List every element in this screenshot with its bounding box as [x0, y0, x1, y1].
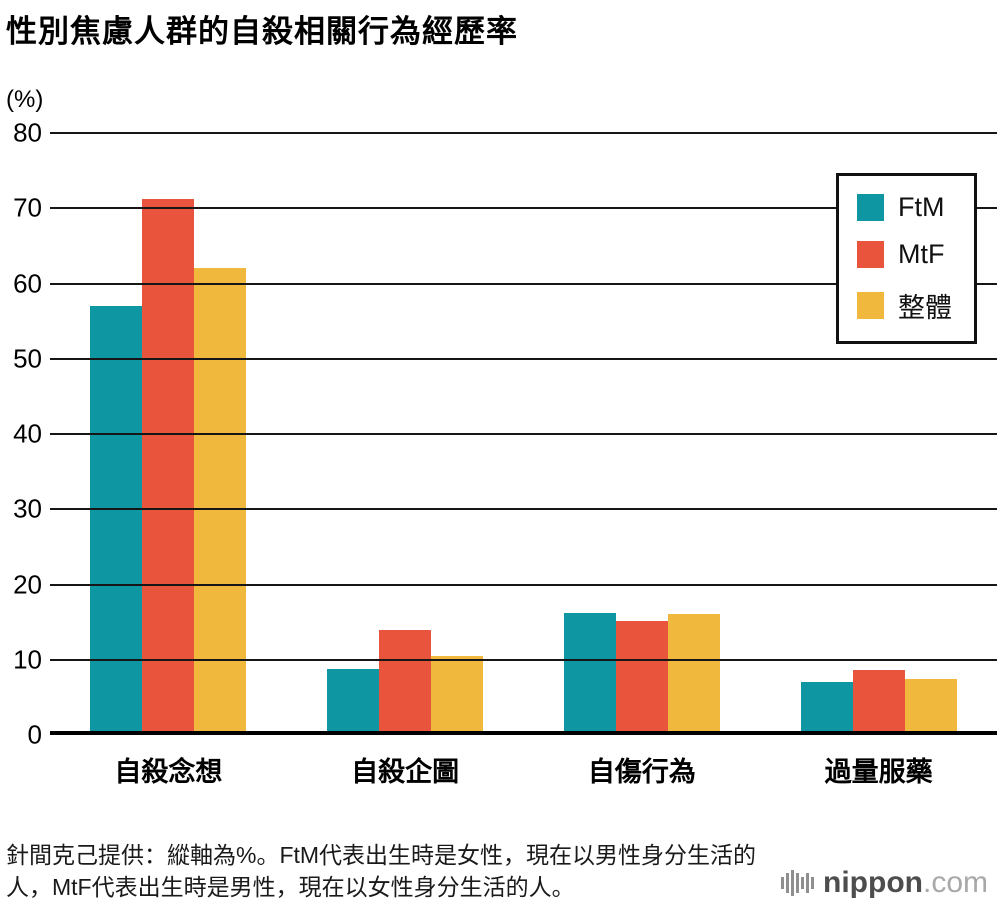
legend-swatch	[857, 292, 884, 319]
bar	[904, 678, 957, 735]
bar-group	[287, 133, 524, 735]
footnote: 針間克己提供：縱軸為%。FtM代表出生時是女性，現在以男性身分生活的人，MtF代…	[6, 842, 757, 900]
y-tick-label: 20	[13, 569, 42, 599]
bar	[379, 630, 432, 735]
gridline	[50, 658, 997, 661]
legend-item: FtM	[857, 192, 952, 223]
x-axis-label: 自殺念想	[114, 757, 223, 787]
y-tick-label: 60	[13, 268, 42, 298]
bar-group	[50, 133, 287, 735]
gridline	[50, 583, 997, 586]
x-axis-label: 過量服藥	[824, 757, 933, 787]
gridline	[50, 357, 997, 360]
bar	[615, 621, 668, 735]
y-tick-label: 30	[13, 493, 42, 524]
bar	[800, 682, 853, 735]
y-tick-label: 40	[13, 418, 42, 449]
bar	[327, 668, 380, 735]
legend-label: MtF	[898, 239, 945, 269]
chart-legend: FtM MtF 整體	[836, 173, 977, 344]
bar	[431, 656, 484, 735]
brand-tld: .com	[922, 866, 988, 899]
gridline	[50, 433, 997, 435]
nippon-logo-text: nippon.com	[823, 868, 988, 898]
gridline	[50, 132, 997, 134]
legend-swatch	[857, 241, 884, 268]
bar	[194, 268, 247, 735]
legend-item: MtF	[857, 239, 952, 270]
y-tick-label: 10	[13, 644, 42, 675]
bar-group	[524, 133, 761, 735]
x-axis-label: 自殺企圖	[351, 757, 460, 787]
legend-item: 整體	[857, 286, 952, 325]
y-tick-label: 70	[13, 192, 42, 223]
y-axis-tick-labels: 80 70 60 50 40 30 20 10 0	[0, 118, 42, 750]
bar-group	[760, 133, 997, 735]
bar-chart-plot-area: FtM MtF 整體	[50, 132, 997, 735]
page-title: 性別焦慮人群的自殺相關行為經歷率	[6, 14, 518, 49]
legend-label: 整體	[898, 293, 952, 323]
x-axis-baseline	[50, 731, 997, 735]
bar	[142, 199, 195, 735]
legend-swatch	[857, 194, 884, 221]
bar-groups	[50, 133, 997, 735]
y-tick-label: 0	[27, 719, 42, 750]
bar	[667, 613, 720, 735]
y-tick-label: 80	[13, 117, 42, 148]
x-axis-category-labels: 自殺念想 自殺企圖 自傷行為 過量服藥	[50, 750, 997, 789]
gridline	[50, 508, 997, 511]
bar	[852, 669, 905, 735]
y-axis-unit-label: (%)	[6, 86, 44, 113]
y-tick-label: 50	[13, 343, 42, 374]
soundwave-bars-icon	[781, 870, 815, 896]
gridline	[50, 282, 997, 285]
bar	[563, 613, 616, 735]
x-axis-label: 自傷行為	[587, 757, 696, 787]
legend-label: FtM	[898, 192, 945, 222]
gridline	[50, 207, 997, 210]
brand-name: nippon	[823, 866, 923, 899]
bar	[90, 306, 143, 735]
nippon-logo: nippon.com	[781, 868, 988, 898]
